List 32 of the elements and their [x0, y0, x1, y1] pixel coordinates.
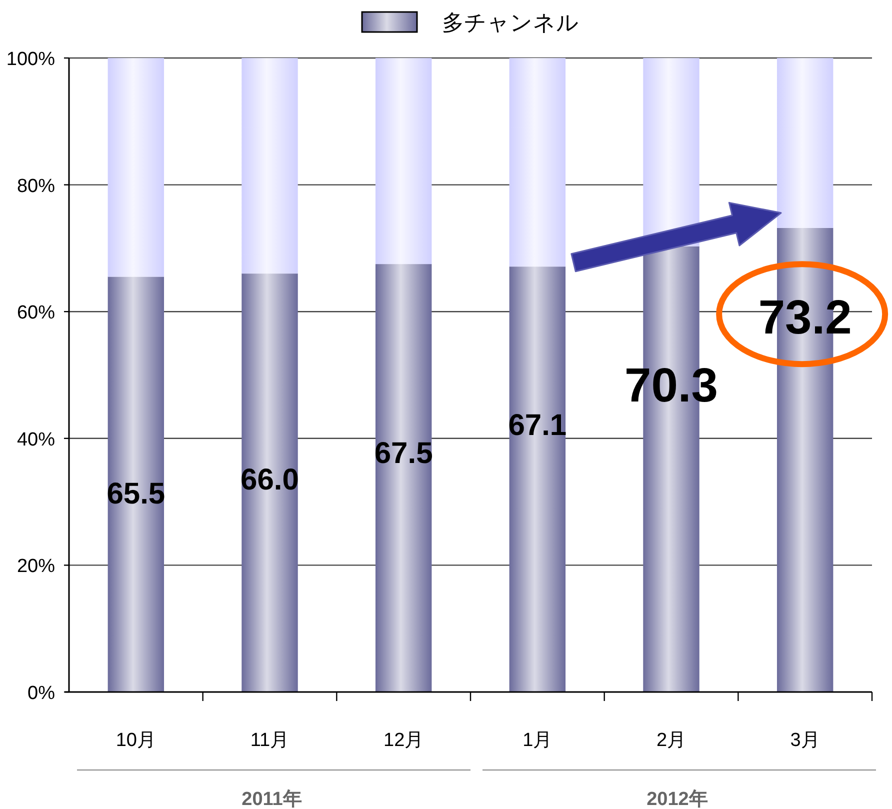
y-tick-label: 80%: [16, 176, 56, 197]
text: 2012年: [646, 789, 708, 809]
x-tick-label: 1月: [522, 730, 552, 751]
bar: [375, 58, 432, 264]
y-tick-label: 100%: [6, 49, 56, 70]
y-tick-label: 40%: [16, 429, 56, 450]
bar: [242, 58, 298, 274]
legend-label: 多チャンネル: [442, 10, 579, 35]
bar: [509, 266, 566, 692]
y-tick-label: 0%: [28, 683, 56, 704]
bar: [375, 264, 432, 692]
x-tick-label: 3月: [790, 730, 820, 751]
y-tick-label: 60%: [16, 302, 56, 324]
y-tick-label: 20%: [16, 556, 56, 578]
x-tick-label: 2月: [656, 730, 686, 751]
bar: [108, 58, 164, 277]
bar: [643, 58, 700, 246]
data-label: 70.3: [624, 360, 718, 413]
bar: [776, 58, 834, 228]
x-tick-label: 10月: [116, 730, 156, 751]
legend: 多チャンネル: [361, 10, 579, 35]
data-label: 73.2: [758, 291, 852, 344]
bar: [509, 58, 566, 267]
x-tick-label: 12月: [384, 730, 424, 751]
text: 2011年: [242, 789, 302, 809]
data-label: 66.0: [240, 463, 299, 496]
x-tick-label: 11月: [250, 730, 290, 751]
data-label: 65.5: [106, 477, 166, 510]
bar: [242, 274, 298, 692]
data-label: 67.5: [374, 437, 433, 470]
bar: [108, 276, 164, 692]
data-label: 67.1: [508, 408, 567, 442]
